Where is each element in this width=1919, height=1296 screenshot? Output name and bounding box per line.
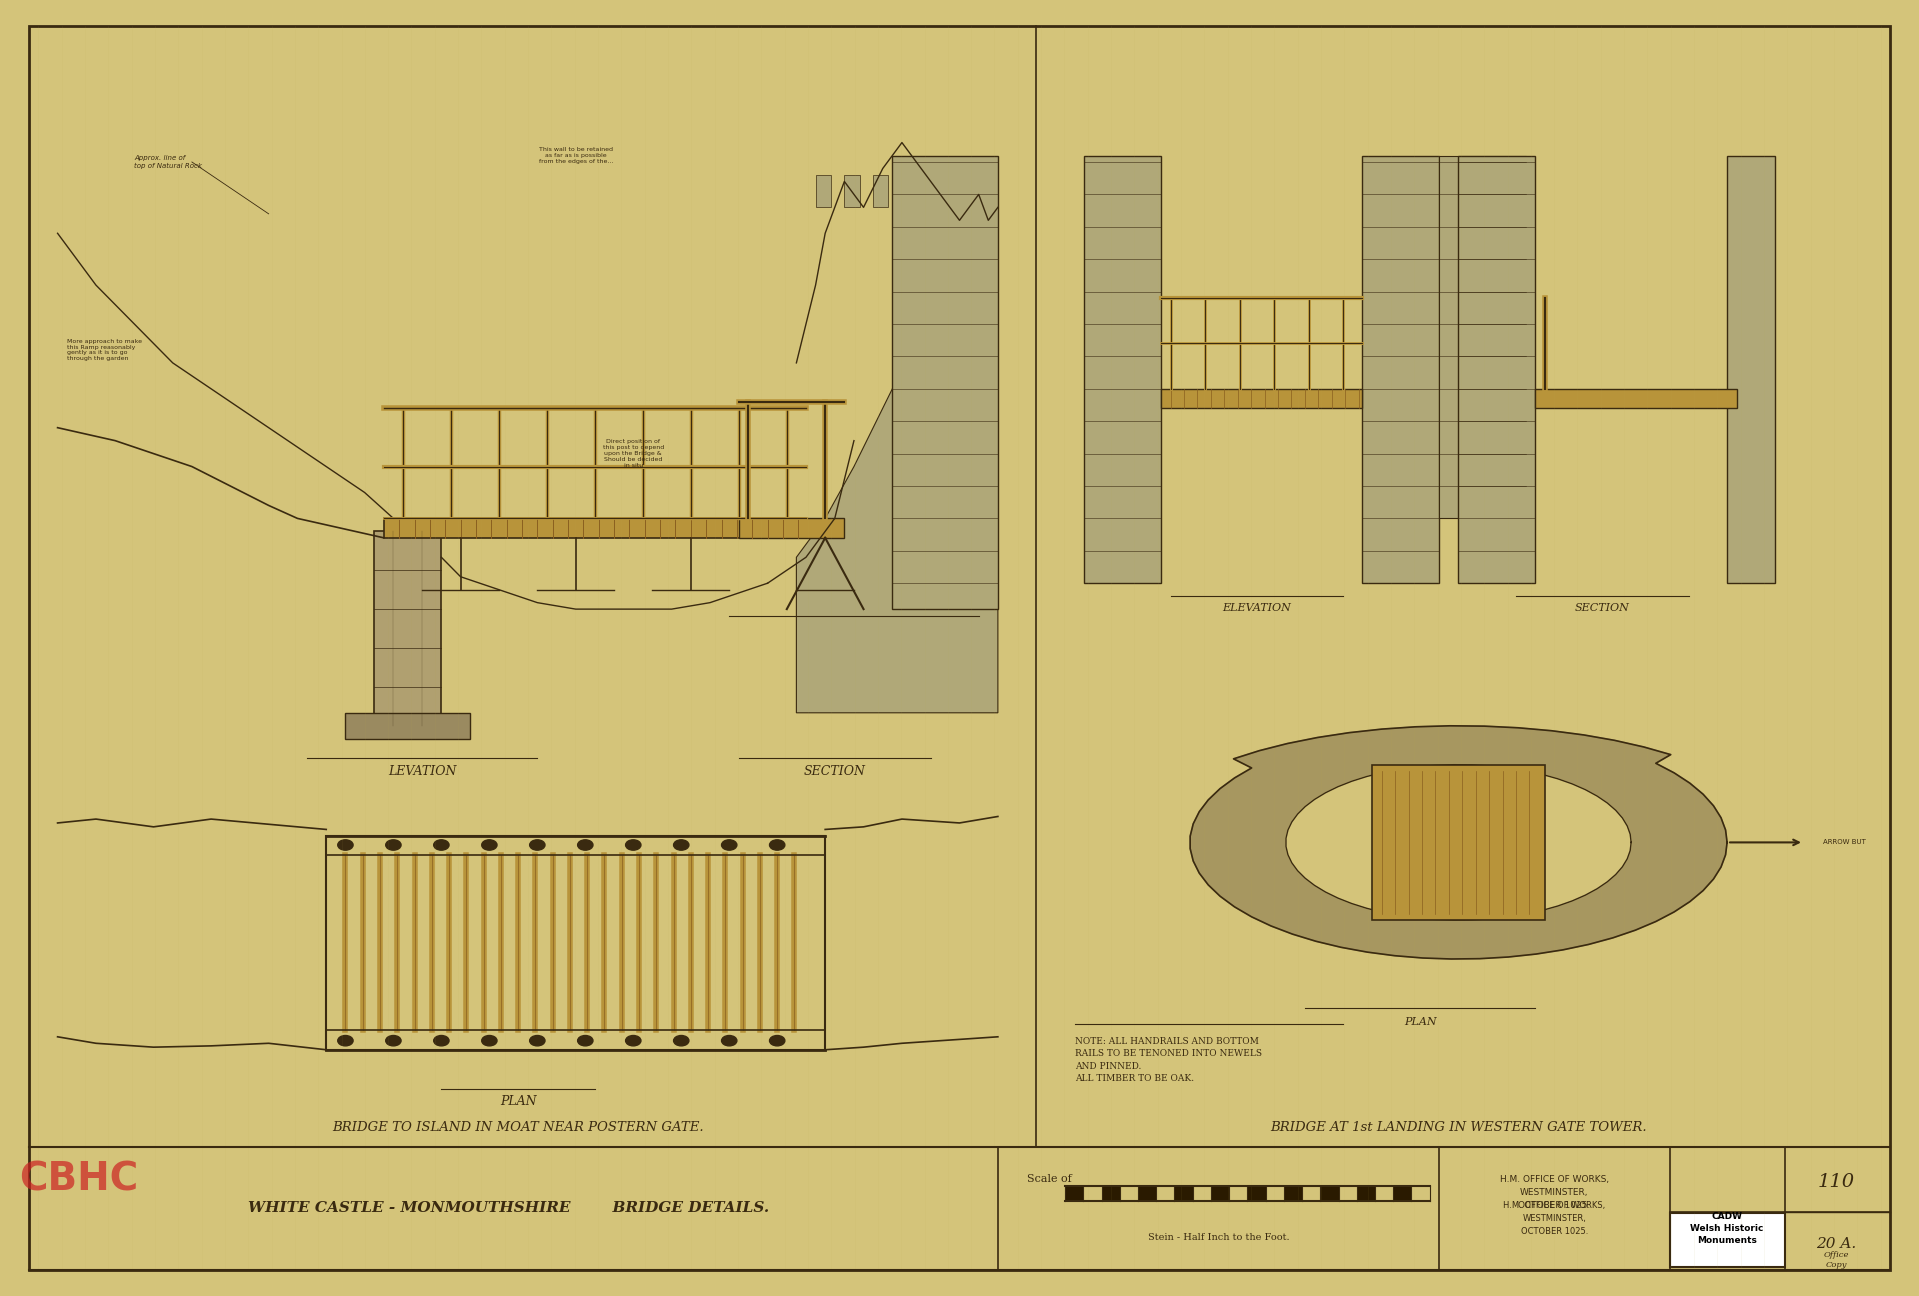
Polygon shape [796, 207, 998, 713]
Text: Scale of: Scale of [1027, 1174, 1071, 1185]
Text: LEVATION: LEVATION [388, 765, 457, 778]
Bar [1267, 1186, 1284, 1201]
Text: 110: 110 [1817, 1173, 1856, 1191]
Circle shape [482, 1036, 497, 1046]
Circle shape [338, 1036, 353, 1046]
Bar [1303, 1186, 1320, 1201]
Circle shape [674, 1036, 689, 1046]
Text: ELEVATION: ELEVATION [1222, 603, 1291, 613]
Circle shape [386, 840, 401, 850]
Bar [1161, 389, 1362, 408]
Circle shape [434, 1036, 449, 1046]
Bar [1535, 389, 1737, 408]
Text: BRIDGE AT 1st LANDING IN WESTERN GATE TOWER.: BRIDGE AT 1st LANDING IN WESTERN GATE TO… [1270, 1121, 1647, 1134]
Text: H.M. OFFICE OF WORKS,
WESTMINSTER,
OCTOBER 1025.: H.M. OFFICE OF WORKS, WESTMINSTER, OCTOB… [1503, 1200, 1606, 1236]
Text: This wall to be retained
as far as is possible
from the edges of the...: This wall to be retained as far as is po… [539, 148, 612, 163]
Bar [1082, 1186, 1102, 1201]
Circle shape [674, 840, 689, 850]
Bar [892, 156, 998, 609]
Bar [1376, 1186, 1393, 1201]
Polygon shape [1190, 726, 1727, 959]
Bar [1362, 156, 1439, 583]
Text: CBHC: CBHC [19, 1160, 138, 1199]
Bar [1393, 1186, 1412, 1201]
Bar [1138, 1186, 1155, 1201]
Bar [1372, 765, 1545, 920]
Bar [1194, 1186, 1211, 1201]
Bar [374, 531, 441, 726]
Circle shape [338, 840, 353, 850]
Bar [1439, 156, 1526, 518]
Bar [1155, 1186, 1174, 1201]
Circle shape [722, 1036, 737, 1046]
Text: Office
Copy: Office Copy [1823, 1251, 1850, 1269]
Bar [931, 175, 946, 207]
Bar [844, 175, 860, 207]
Polygon shape [1286, 765, 1631, 920]
Bar [1247, 1186, 1267, 1201]
Bar [1230, 1186, 1247, 1201]
Bar [739, 518, 844, 538]
Circle shape [722, 840, 737, 850]
Bar [1339, 1186, 1357, 1201]
Text: SECTION: SECTION [804, 765, 865, 778]
Text: Approx. line of
top of Natural Rock: Approx. line of top of Natural Rock [134, 156, 201, 168]
Bar [1670, 1213, 1785, 1267]
Bar [1727, 156, 1775, 583]
Circle shape [770, 1036, 785, 1046]
Circle shape [530, 1036, 545, 1046]
Text: PLAN: PLAN [499, 1095, 537, 1108]
Bar [1084, 156, 1161, 583]
Text: More approach to make
this Ramp reasonably
gently as it is to go
through the gar: More approach to make this Ramp reasonab… [67, 338, 142, 362]
Bar [1211, 1186, 1230, 1201]
Circle shape [578, 1036, 593, 1046]
Text: ARROW BUT: ARROW BUT [1823, 840, 1865, 845]
Bar [1284, 1186, 1303, 1201]
Text: Direct position of
this post to depend
upon the Bridge &
Should be decided
in si: Direct position of this post to depend u… [603, 439, 664, 468]
Bar [48, 156, 998, 752]
Text: BRIDGE TO ISLAND IN MOAT NEAR POSTERN GATE.: BRIDGE TO ISLAND IN MOAT NEAR POSTERN GA… [332, 1121, 704, 1134]
Text: CADW
Welsh Historic
Monuments: CADW Welsh Historic Monuments [1691, 1212, 1764, 1245]
Bar [1458, 156, 1535, 583]
Circle shape [482, 840, 497, 850]
Bar [902, 175, 917, 207]
Text: Stein - Half Inch to the Foot.: Stein - Half Inch to the Foot. [1148, 1234, 1290, 1242]
Circle shape [530, 840, 545, 850]
Bar [345, 713, 470, 739]
Text: H.M. OFFICE OF WORKS,
WESTMINSTER,
OCTOBER 1025.: H.M. OFFICE OF WORKS, WESTMINSTER, OCTOB… [1501, 1174, 1608, 1210]
Bar [384, 518, 806, 538]
Circle shape [386, 1036, 401, 1046]
Bar [960, 175, 975, 207]
Bar [326, 836, 825, 1050]
Bar [873, 175, 888, 207]
Circle shape [770, 840, 785, 850]
Text: SECTION: SECTION [1575, 603, 1629, 613]
Circle shape [626, 1036, 641, 1046]
Text: NOTE: ALL HANDRAILS AND BOTTOM
RAILS TO BE TENONED INTO NEWELS
AND PINNED.
ALL T: NOTE: ALL HANDRAILS AND BOTTOM RAILS TO … [1075, 1037, 1261, 1083]
Bar [816, 175, 831, 207]
Bar [1357, 1186, 1376, 1201]
Text: PLAN: PLAN [1403, 1017, 1437, 1028]
Bar [1174, 1186, 1194, 1201]
Circle shape [434, 840, 449, 850]
Circle shape [626, 840, 641, 850]
Bar [1412, 1186, 1430, 1201]
Text: WHITE CASTLE - MONMOUTHSHIRE        BRIDGE DETAILS.: WHITE CASTLE - MONMOUTHSHIRE BRIDGE DETA… [248, 1201, 770, 1214]
Bar [1121, 1186, 1138, 1201]
Bar [1102, 1186, 1121, 1201]
Bar [1320, 1186, 1339, 1201]
Circle shape [578, 840, 593, 850]
Bar [1065, 1186, 1082, 1201]
Text: 20 A.: 20 A. [1817, 1238, 1856, 1251]
